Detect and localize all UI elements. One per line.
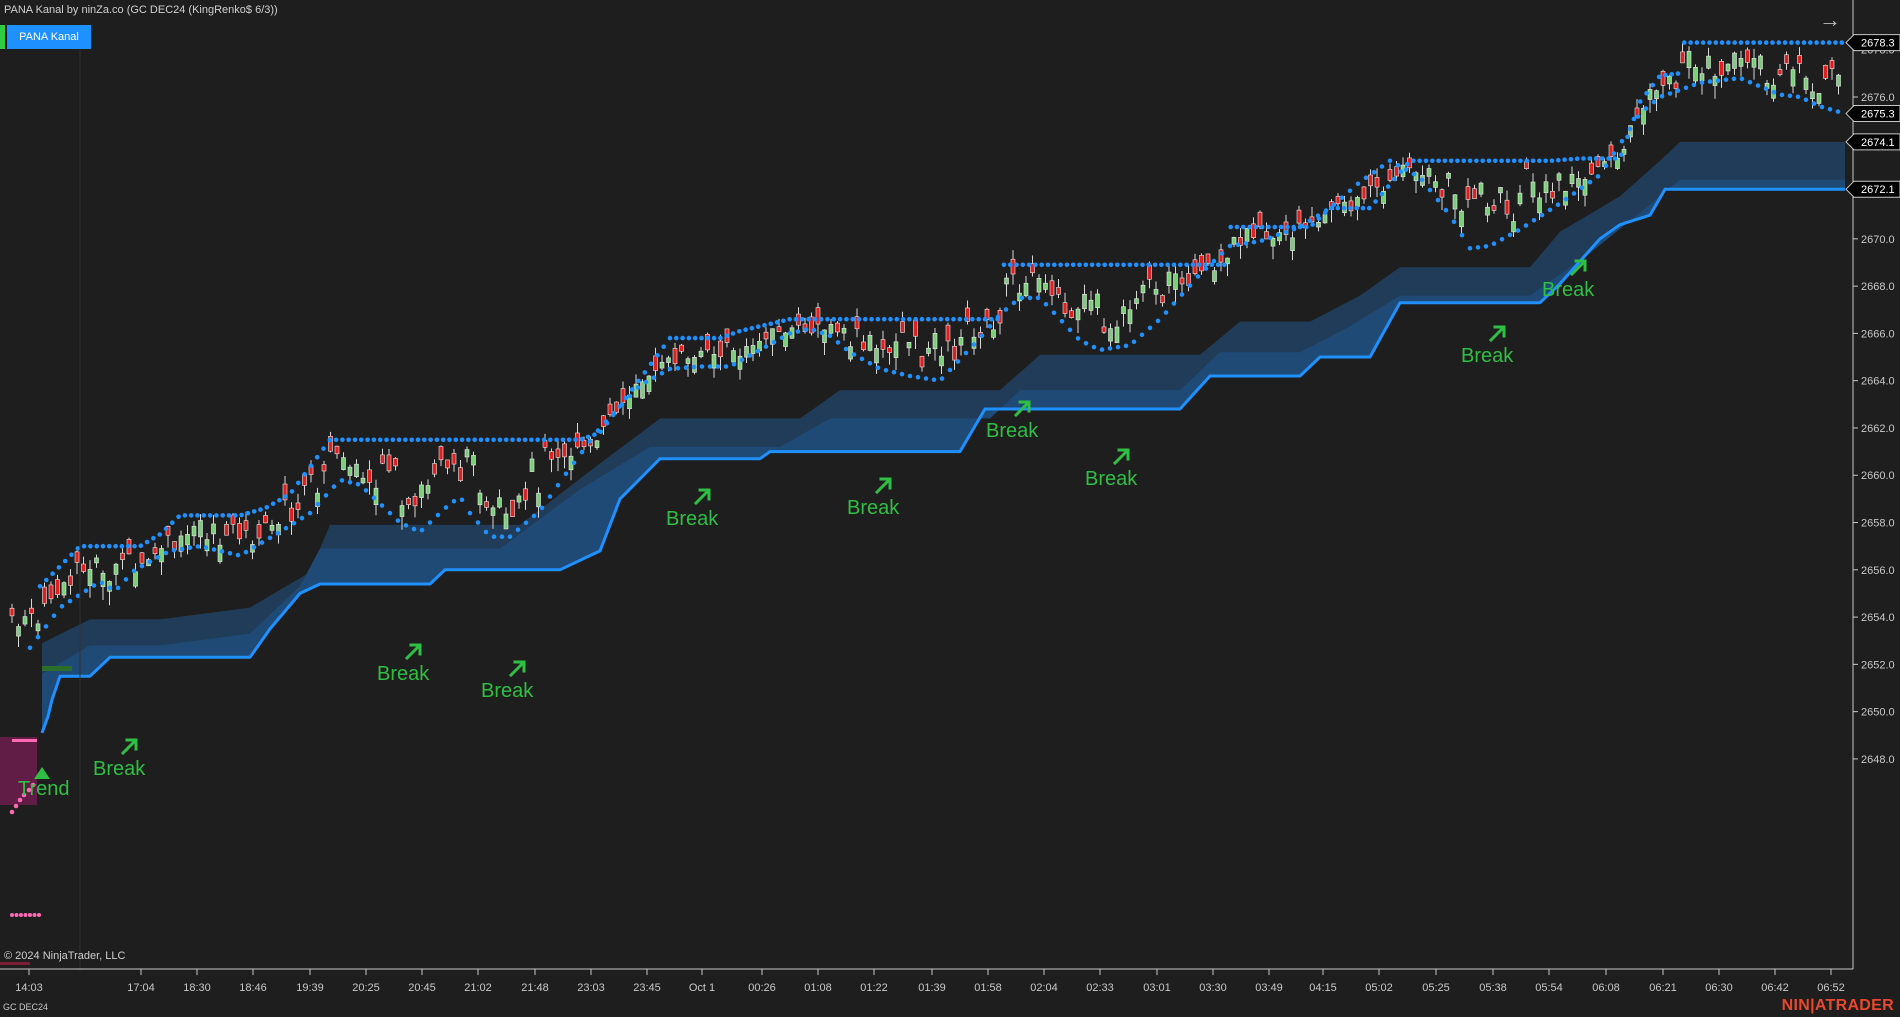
signal-label: Trend xyxy=(18,778,70,800)
time-tick-label: 05:25 xyxy=(1422,982,1450,994)
price-tick-label: 2670.0 xyxy=(1861,234,1895,246)
time-tick-label: 06:08 xyxy=(1592,982,1620,994)
time-tick-label: 20:45 xyxy=(408,982,436,994)
price-tick-label: 2668.0 xyxy=(1861,281,1895,293)
price-tick-label: 2650.0 xyxy=(1861,707,1895,719)
time-tick-label: 06:21 xyxy=(1649,982,1677,994)
time-tick-label: 02:33 xyxy=(1086,982,1114,994)
time-tick-label: 03:49 xyxy=(1255,982,1283,994)
signal-label: Break xyxy=(847,497,900,519)
price-tick-label: 2656.0 xyxy=(1861,565,1895,577)
signal-label: Break xyxy=(93,758,146,780)
price-tick-label: 2648.0 xyxy=(1861,754,1895,766)
price-tick-label: 2666.0 xyxy=(1861,328,1895,340)
time-tick-label: 20:25 xyxy=(352,982,380,994)
indicator-tab-pana-kanal[interactable]: PANA Kanal xyxy=(7,25,91,49)
candlesticks xyxy=(9,42,1841,648)
signal-annotations: Trend Break Break Break Break Break Break Break… xyxy=(18,259,1595,800)
time-tick-label: 01:39 xyxy=(918,982,946,994)
arrow-right-icon[interactable]: → xyxy=(1819,7,1841,32)
ninjatrader-logo: NIN|ATRADER xyxy=(1781,997,1894,1014)
svg-text:2678.3: 2678.3 xyxy=(1861,38,1895,50)
time-axis[interactable]: 14:03 17:04 18:30 18:46 19:39 20:25 20:45 21:02… xyxy=(0,968,1853,994)
time-tick-label: 06:30 xyxy=(1705,982,1733,994)
time-tick-label: 06:42 xyxy=(1761,982,1789,994)
signal-label: Break xyxy=(1461,345,1514,367)
time-tick-label: 21:48 xyxy=(521,982,549,994)
price-tag: 2674.1 xyxy=(1845,133,1900,151)
lower-band-line xyxy=(40,187,1845,734)
time-tick-label: 17:04 xyxy=(127,982,155,994)
time-tick-label: 03:01 xyxy=(1143,982,1171,994)
svg-text:2674.1: 2674.1 xyxy=(1861,137,1895,149)
time-tick-label: 04:15 xyxy=(1309,982,1337,994)
price-tick-label: 2664.0 xyxy=(1861,376,1895,388)
signal-label: Break xyxy=(377,663,430,685)
price-tick-label: 2662.0 xyxy=(1861,423,1895,435)
svg-text:2672.1: 2672.1 xyxy=(1861,184,1895,196)
time-tick-label: 01:22 xyxy=(860,982,888,994)
time-tick-label: 19:39 xyxy=(296,982,324,994)
time-tick-label: 01:58 xyxy=(974,982,1002,994)
time-tick-label: 21:02 xyxy=(464,982,492,994)
instrument-label: GC DEC24 xyxy=(3,1002,49,1012)
copyright-underline xyxy=(0,962,30,965)
time-tick-label: 23:03 xyxy=(577,982,605,994)
price-markers: 2678.3 2675.3 2674.1 2672.1 xyxy=(1845,34,1900,198)
channel-bands xyxy=(40,141,1845,734)
price-tick-label: 2658.0 xyxy=(1861,518,1895,530)
trend-zone xyxy=(0,737,37,805)
time-tick-label: Oct 1 xyxy=(689,982,715,994)
trend-dots xyxy=(0,40,1845,970)
time-tick-label: 05:02 xyxy=(1365,982,1393,994)
time-tick-label: 06:52 xyxy=(1817,982,1845,994)
time-tick-label: 23:45 xyxy=(633,982,661,994)
price-tick-label: 2676.0 xyxy=(1861,92,1895,104)
price-tag: 2675.3 xyxy=(1845,105,1900,123)
copyright-text: © 2024 NinjaTrader, LLC xyxy=(4,950,126,962)
time-tick-label: 18:30 xyxy=(183,982,211,994)
svg-text:2675.3: 2675.3 xyxy=(1861,109,1895,121)
indicator-color-marker xyxy=(0,25,5,49)
time-tick-label: 05:54 xyxy=(1535,982,1563,994)
time-tick-label: 05:38 xyxy=(1479,982,1507,994)
signal-label: Break xyxy=(1542,279,1595,301)
price-tag: 2678.3 xyxy=(1845,34,1900,52)
signal-label: Break xyxy=(986,420,1039,442)
time-tick-label: 18:46 xyxy=(239,982,267,994)
time-tick-label: 03:30 xyxy=(1199,982,1227,994)
time-tick-label: 02:04 xyxy=(1030,982,1058,994)
price-tick-label: 2660.0 xyxy=(1861,470,1895,482)
signal-label: Break xyxy=(1085,468,1138,490)
time-tick-label: 14:03 xyxy=(15,982,43,994)
time-tick-label: 01:08 xyxy=(804,982,832,994)
price-tick-label: 2654.0 xyxy=(1861,612,1895,624)
time-tick-label: 00:26 xyxy=(748,982,776,994)
signal-label: Break xyxy=(481,680,534,702)
chart-title: PANA Kanal by ninZa.co (GC DEC24 (KingRe… xyxy=(4,4,278,16)
price-tick-label: 2652.0 xyxy=(1861,659,1895,671)
signal-label: Break xyxy=(666,508,719,530)
price-tag: 2672.1 xyxy=(1845,180,1900,198)
